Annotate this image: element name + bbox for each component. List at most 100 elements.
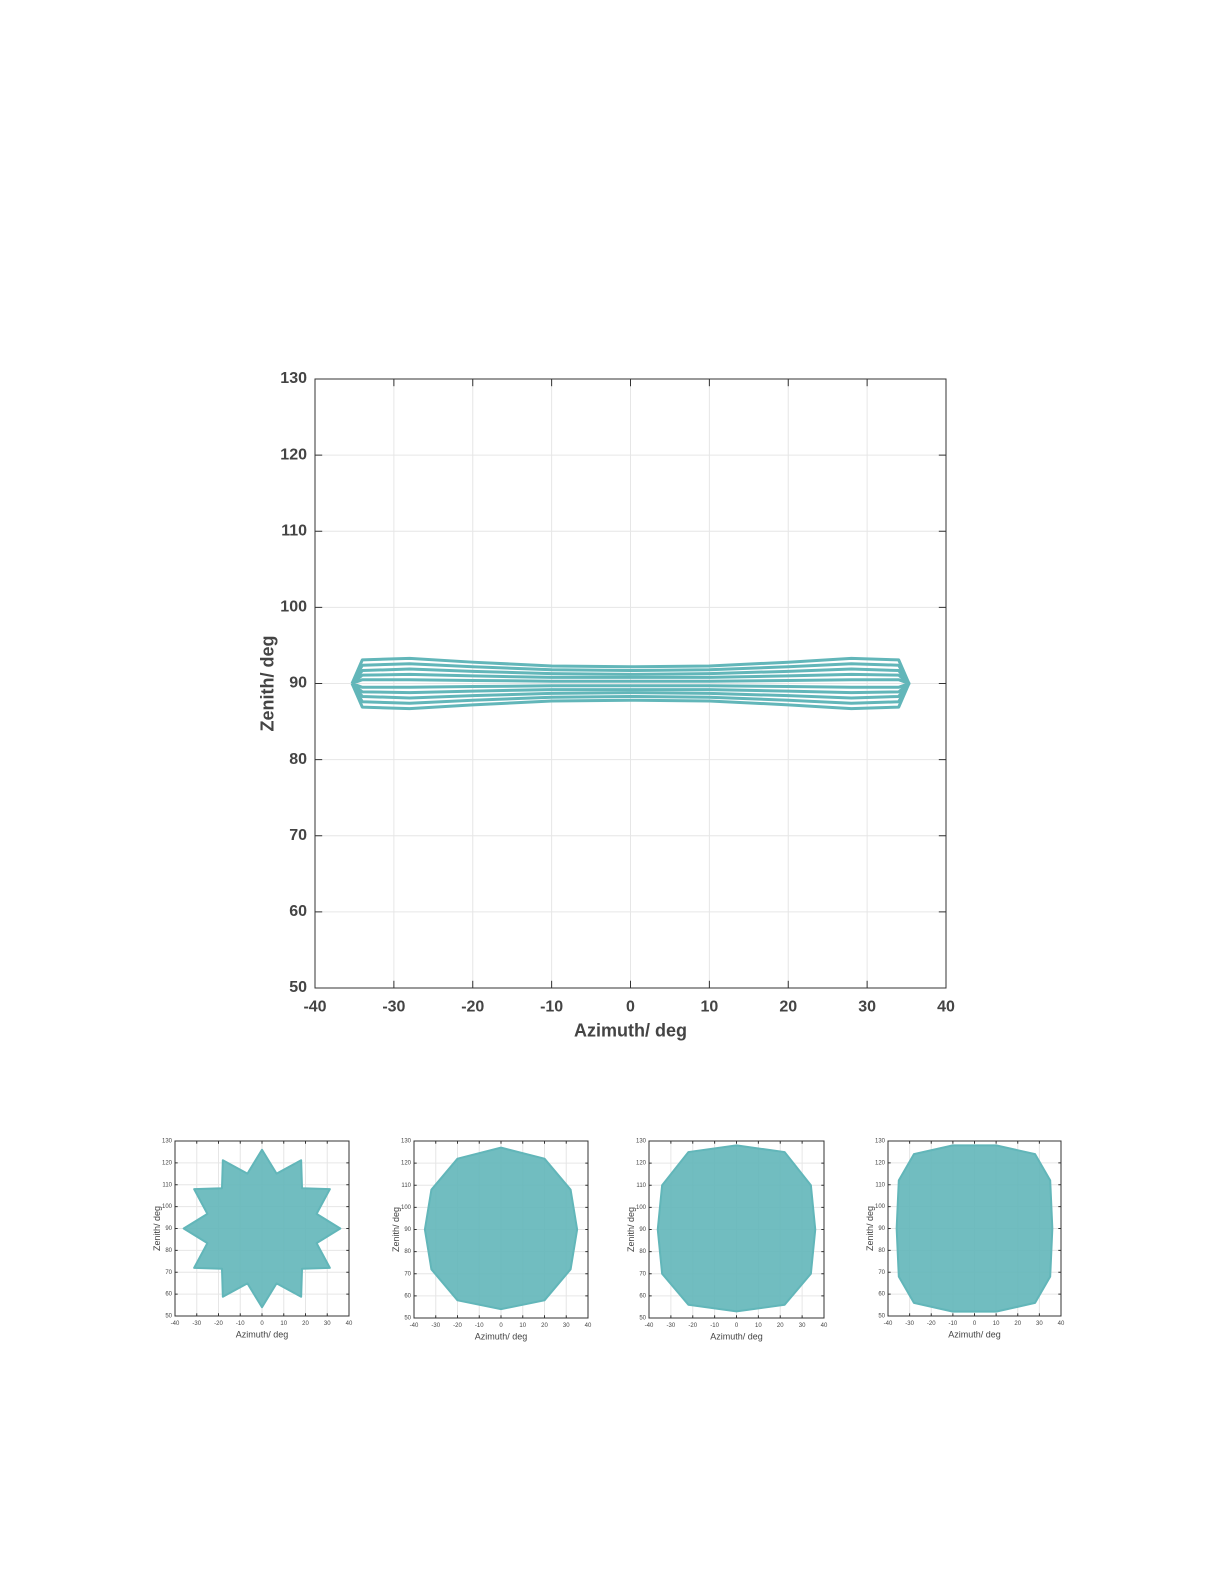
x-tick-label: 20 [541, 1323, 548, 1329]
y-tick-label: 80 [639, 1249, 646, 1255]
plot-frame [314, 378, 947, 989]
x-tick-label: 10 [519, 1323, 526, 1329]
y-tick-label: 60 [404, 1293, 411, 1299]
y-tick-label: 80 [404, 1249, 411, 1255]
x-tick-label: 20 [1014, 1321, 1021, 1327]
y-tick-label: 130 [875, 1139, 886, 1145]
y-tick-label: 50 [639, 1316, 646, 1322]
x-tick-label: 30 [858, 998, 876, 1015]
plot-frame [887, 1140, 1062, 1317]
data-area [656, 1144, 817, 1313]
y-tick-label: 60 [165, 1292, 172, 1298]
y-tick-label: 100 [636, 1205, 647, 1211]
x-tick-label: 10 [993, 1321, 1000, 1327]
y-tick-label: 70 [878, 1270, 885, 1276]
y-tick-label: 60 [639, 1293, 646, 1299]
x-axis-label: Azimuth/ deg [710, 1332, 763, 1342]
x-tick-label: 10 [700, 998, 718, 1015]
chart: -40 -30 -20 -10 0 10 20 30 40 50 60 70 80 90 100 110 120… [257, 370, 955, 1040]
x-tick-label: -40 [645, 1323, 654, 1329]
x-tick-label: 0 [735, 1323, 739, 1329]
chart: -40 -30 -20 -10 0 10 20 30 40 50 60 70 80 90 100 110 120… [626, 1139, 828, 1342]
y-tick-label: 90 [639, 1227, 646, 1233]
x-tick-label: 20 [779, 998, 797, 1015]
y-tick-label: 90 [878, 1226, 885, 1232]
x-tick-label: 20 [302, 1321, 309, 1327]
data-line [351, 678, 911, 689]
y-tick-label: 100 [162, 1204, 173, 1210]
chart: -40 -30 -20 -10 0 10 20 30 40 50 60 70 80 90 100 110 120… [152, 1139, 353, 1340]
y-tick-label: 110 [162, 1182, 172, 1188]
y-tick-label: 80 [165, 1248, 172, 1254]
x-tick-label: -10 [949, 1321, 958, 1327]
y-tick-label: 70 [639, 1271, 646, 1277]
x-tick-label: 30 [563, 1323, 570, 1329]
y-tick-label: 120 [636, 1161, 647, 1167]
y-tick-label: 100 [280, 599, 307, 616]
y-tick-label: 130 [162, 1139, 173, 1145]
x-tick-label: 30 [799, 1323, 806, 1329]
x-tick-label: -30 [382, 998, 405, 1015]
y-tick-label: 90 [289, 675, 307, 692]
x-axis-label: Azimuth/ deg [948, 1330, 1001, 1340]
y-tick-label: 130 [401, 1139, 412, 1145]
data-area [423, 1146, 579, 1311]
x-tick-label: -10 [475, 1323, 484, 1329]
y-tick-label: 100 [401, 1205, 412, 1211]
x-tick-label: -30 [192, 1321, 201, 1327]
x-tick-label: -40 [410, 1323, 419, 1329]
y-axis-label: Zenith/ deg [865, 1206, 875, 1251]
y-axis-label: Zenith/ deg [391, 1207, 401, 1252]
x-tick-label: -10 [540, 998, 563, 1015]
x-tick-label: -30 [667, 1323, 676, 1329]
y-tick-label: 110 [636, 1183, 646, 1189]
y-tick-label: 120 [280, 446, 307, 463]
x-tick-label: 30 [1036, 1321, 1043, 1327]
x-tick-label: -20 [214, 1321, 223, 1327]
x-tick-label: 10 [280, 1321, 287, 1327]
x-tick-label: -10 [710, 1323, 719, 1329]
x-axis-label: Azimuth/ deg [236, 1330, 289, 1340]
x-tick-label: 20 [777, 1323, 784, 1329]
plot-frame [413, 1140, 589, 1319]
plot-frame [174, 1140, 350, 1317]
x-tick-label: 10 [755, 1323, 762, 1329]
y-tick-label: 80 [878, 1248, 885, 1254]
y-tick-label: 70 [289, 827, 307, 844]
x-tick-label: 40 [821, 1323, 828, 1329]
x-tick-label: -30 [431, 1323, 440, 1329]
x-tick-label: -40 [171, 1321, 180, 1327]
y-tick-label: 110 [401, 1183, 411, 1189]
y-tick-label: 70 [404, 1271, 411, 1277]
x-tick-label: -10 [236, 1321, 245, 1327]
chart: -40 -30 -20 -10 0 10 20 30 40 50 60 70 80 90 100 110 120… [865, 1139, 1065, 1340]
y-tick-label: 70 [165, 1270, 172, 1276]
x-tick-label: -40 [303, 998, 326, 1015]
x-tick-label: -20 [461, 998, 484, 1015]
x-tick-label: 40 [346, 1321, 353, 1327]
y-tick-label: 110 [281, 522, 307, 539]
x-tick-label: 40 [585, 1323, 592, 1329]
x-tick-label: -30 [905, 1321, 914, 1327]
y-tick-label: 110 [875, 1182, 885, 1188]
x-tick-label: -40 [884, 1321, 893, 1327]
data-area [182, 1148, 342, 1309]
x-axis-label: Azimuth/ deg [574, 1020, 687, 1040]
y-tick-label: 130 [636, 1139, 647, 1145]
data-area [895, 1144, 1054, 1313]
x-tick-label: 0 [973, 1321, 977, 1327]
x-axis-label: Azimuth/ deg [475, 1332, 528, 1342]
y-axis-label: Zenith/ deg [626, 1207, 636, 1252]
y-tick-label: 120 [162, 1160, 173, 1166]
x-tick-label: 30 [324, 1321, 331, 1327]
x-tick-label: -20 [688, 1323, 697, 1329]
y-axis-label: Zenith/ deg [152, 1206, 162, 1251]
y-tick-label: 90 [165, 1226, 172, 1232]
y-tick-label: 60 [878, 1292, 885, 1298]
x-tick-label: 40 [1058, 1321, 1065, 1327]
x-tick-label: -20 [927, 1321, 936, 1327]
y-tick-label: 50 [404, 1316, 411, 1322]
y-axis-label: Zenith/ deg [257, 636, 277, 732]
x-tick-label: 0 [260, 1321, 264, 1327]
